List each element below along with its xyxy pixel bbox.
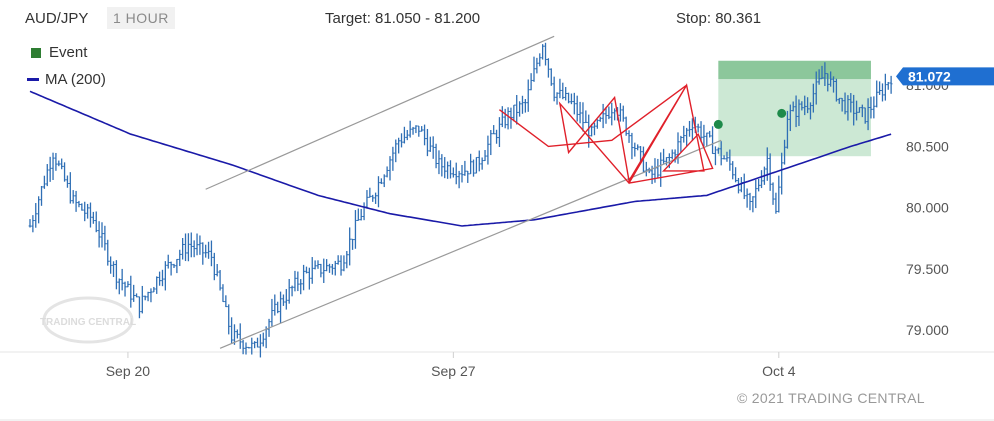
last-price-label: 81.072 bbox=[908, 68, 951, 84]
legend-ma-label: MA (200) bbox=[45, 71, 106, 88]
timeframe-badge[interactable]: 1 HOUR bbox=[107, 7, 175, 29]
legend-ma: MA (200) bbox=[27, 71, 106, 88]
watermark-logo: TRADING CENTRAL bbox=[40, 296, 136, 344]
event-swatch-icon bbox=[31, 47, 41, 58]
pattern-outline bbox=[498, 83, 714, 185]
legend-event-label: Event bbox=[49, 44, 88, 61]
event-marker bbox=[713, 119, 723, 129]
chart-header: AUD/JPY 1 HOUR Target: 81.050 - 81.200 S… bbox=[0, 0, 994, 38]
y-tick-label: 79.000 bbox=[906, 322, 949, 338]
target-zone bbox=[718, 60, 871, 80]
target-label: Target: 81.050 - 81.200 bbox=[325, 10, 481, 27]
legend-event: Event bbox=[31, 44, 87, 61]
copyright-text: © 2021 TRADING CENTRAL bbox=[737, 390, 925, 406]
channel-lower-line bbox=[219, 139, 722, 349]
ma-swatch-icon bbox=[27, 78, 39, 81]
y-tick-label: 80.500 bbox=[906, 138, 949, 154]
instrument-symbol[interactable]: AUD/JPY bbox=[25, 10, 89, 27]
channel-upper-line bbox=[205, 35, 555, 190]
event-marker bbox=[777, 108, 787, 118]
x-tick-label: Sep 20 bbox=[106, 363, 151, 379]
ma200-line bbox=[29, 90, 892, 227]
watermark-text: TRADING CENTRAL bbox=[40, 317, 136, 328]
stop-label: Stop: 80.361 bbox=[676, 10, 762, 27]
range-zone bbox=[718, 79, 871, 157]
last-price-tag bbox=[896, 67, 994, 86]
y-tick-label: 79.500 bbox=[906, 261, 949, 277]
x-tick-label: Oct 4 bbox=[762, 363, 796, 379]
y-tick-label: 80.000 bbox=[906, 200, 949, 216]
watermark-ring bbox=[42, 296, 134, 344]
x-tick-label: Sep 27 bbox=[431, 363, 476, 379]
